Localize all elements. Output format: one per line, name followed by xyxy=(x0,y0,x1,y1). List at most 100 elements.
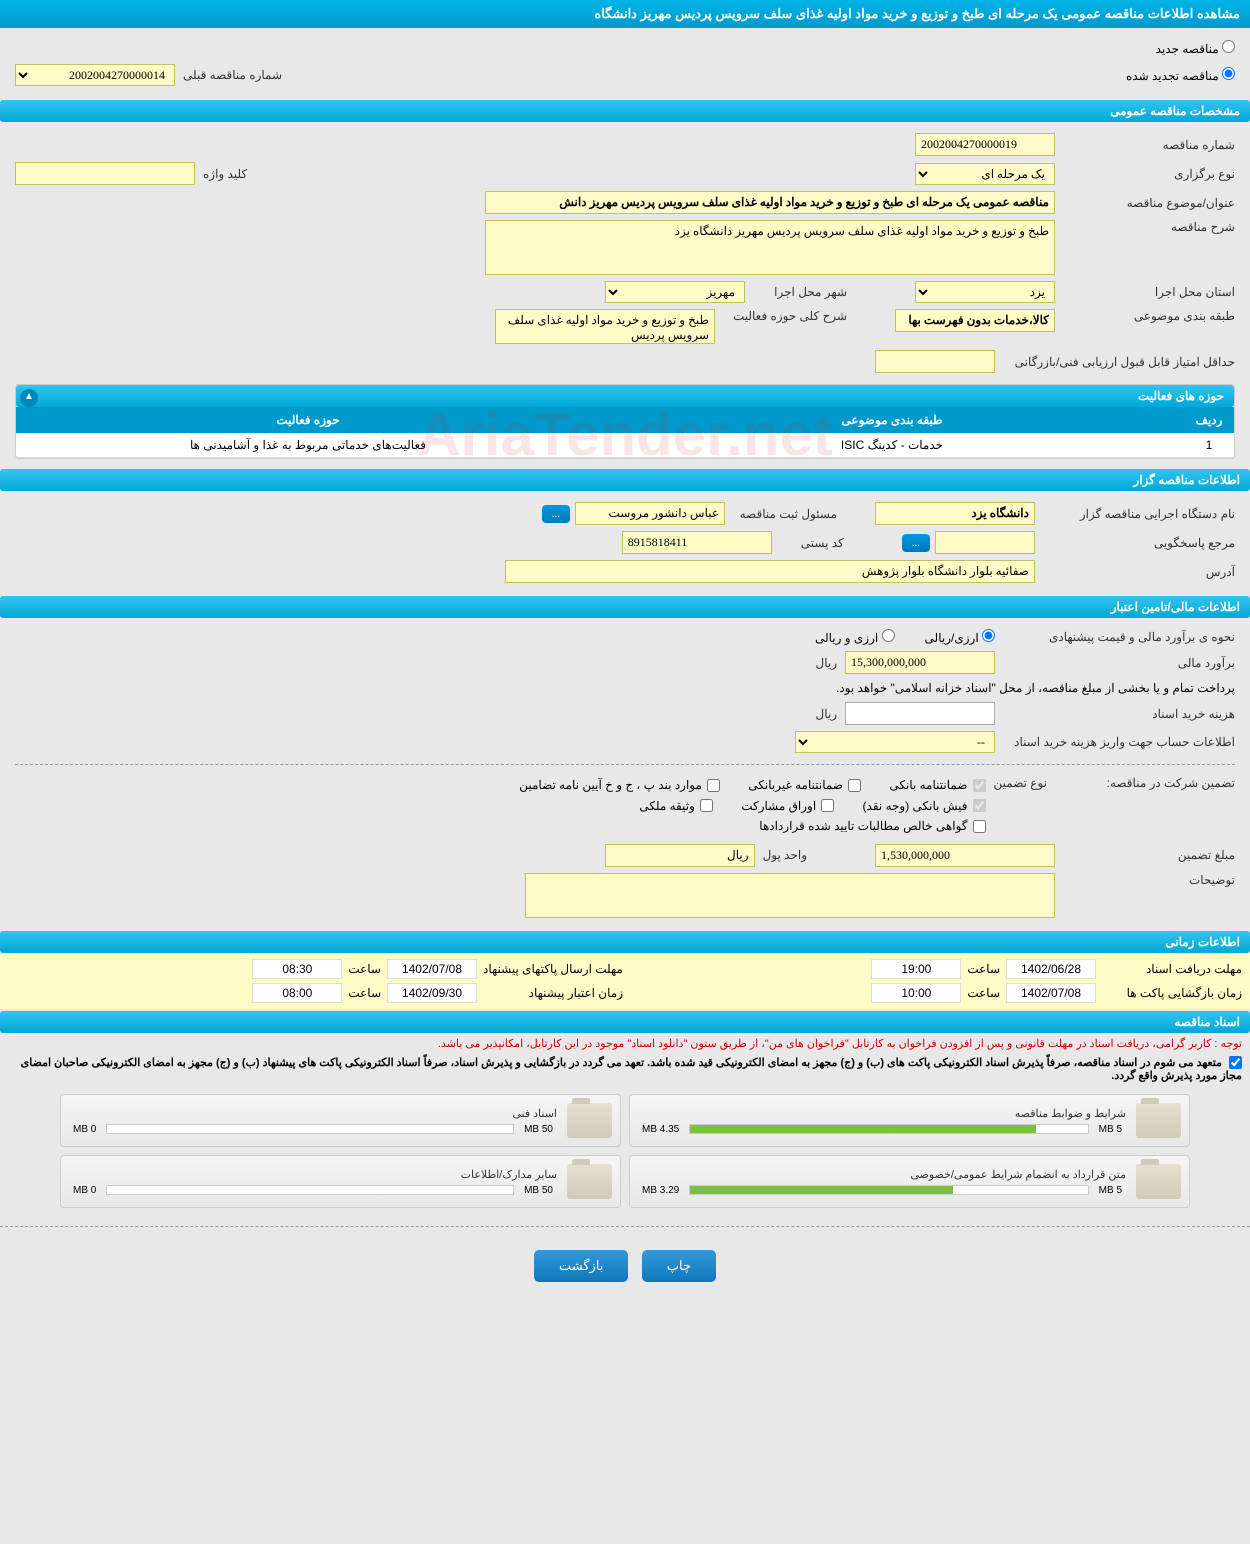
chk-prop[interactable]: وثیقه ملکی xyxy=(639,799,713,813)
doc-title: سایر مدارک/اطلاعات xyxy=(69,1168,557,1181)
table-header: ردیف طبقه بندی موضوعی حوزه فعالیت xyxy=(16,407,1234,433)
postal-input[interactable] xyxy=(622,531,772,554)
category-input[interactable] xyxy=(895,309,1055,332)
doc-card[interactable]: شرایط و ضوابط مناقصه 5 MB 4.35 MB xyxy=(629,1094,1190,1147)
folder-icon xyxy=(567,1103,612,1138)
doc-cost-unit: ریال xyxy=(807,707,845,721)
valid-time-row: زمان اعتبار پیشنهاد 1402/09/30 ساعت 08:0… xyxy=(8,983,623,1003)
section-docs: اسناد مناقصه xyxy=(0,1011,1250,1033)
account-select[interactable]: -- xyxy=(795,731,995,753)
doc-card[interactable]: اسناد فنی 50 MB 0 MB xyxy=(60,1094,621,1147)
min-score-label: حداقل امتیاز قابل قبول ارزیابی فنی/بازرگ… xyxy=(995,355,1235,369)
activity-scope-textarea[interactable] xyxy=(495,309,715,344)
chk-cert[interactable]: گواهی خالص مطالبات تایید شده قراردادها xyxy=(759,819,985,833)
folder-icon xyxy=(1136,1164,1181,1199)
doc-deadline-row: مهلت دریافت اسناد 1402/06/28 ساعت 19:00 xyxy=(627,959,1242,979)
doc-commit: متعهد می شوم در اسناد مناقصه، صرفاً پذیر… xyxy=(0,1054,1250,1085)
subject-label: عنوان/موضوع مناقصه xyxy=(1055,196,1235,210)
responder-more-button[interactable]: ... xyxy=(902,534,930,552)
folder-icon xyxy=(1136,1103,1181,1138)
chk-cash[interactable]: فیش بانکی (وجه نقد) xyxy=(863,799,986,813)
pay-note: پرداخت تمام و یا بخشی از مبلغ مناقصه، از… xyxy=(15,677,1235,699)
folder-icon xyxy=(567,1164,612,1199)
city-label: شهر محل اجرا xyxy=(745,285,855,299)
section-org: اطلاعات مناقصه گزار xyxy=(0,469,1250,491)
radio-forex[interactable]: ارزی و ریالی xyxy=(815,629,895,645)
prev-tender-select[interactable]: 2002004270000014 xyxy=(15,64,175,86)
doc-card[interactable]: سایر مدارک/اطلاعات 50 MB 0 MB xyxy=(60,1155,621,1208)
doc-total: 50 MB xyxy=(520,1185,557,1196)
chk-bond[interactable]: موارد بند پ ، ج و خ آیین نامه تضامین xyxy=(519,778,720,792)
section-time: اطلاعات زمانی xyxy=(0,931,1250,953)
agency-input[interactable] xyxy=(875,502,1035,525)
doc-used: 0 MB xyxy=(69,1185,100,1196)
category-label: طبقه بندی موضوعی xyxy=(1055,309,1235,323)
doc-cost-input[interactable] xyxy=(845,702,995,725)
postal-label: کد پستی xyxy=(772,536,852,550)
notes-textarea[interactable] xyxy=(525,873,1055,918)
prev-tender-label: شماره مناقصه قبلی xyxy=(175,68,290,82)
agency-label: نام دستگاه اجرایی مناقصه گزار xyxy=(1035,507,1235,521)
doc-used: 3.29 MB xyxy=(638,1185,683,1196)
guarantee-label: تضمین شرکت در مناقصه: xyxy=(1055,776,1235,790)
estimate-label: برآورد مالی xyxy=(995,656,1235,670)
account-label: اطلاعات حساب جهت واریز هزینه خرید اسناد xyxy=(995,735,1235,749)
hold-type-label: نوع برگزاری xyxy=(1055,167,1235,181)
doc-total: 5 MB xyxy=(1095,1185,1126,1196)
guarantee-amount-input[interactable] xyxy=(875,844,1055,867)
estimate-unit: ریال xyxy=(807,656,845,670)
doc-cost-label: هزینه خرید اسناد xyxy=(995,707,1235,721)
tender-no-label: شماره مناقصه xyxy=(1055,138,1235,152)
table-row: 1 خدمات - کدینگ ISIC فعالیت‌های خدماتی م… xyxy=(16,433,1234,458)
doc-used: 0 MB xyxy=(69,1124,100,1135)
desc-textarea[interactable] xyxy=(485,220,1055,275)
page-title: مشاهده اطلاعات مناقصه عمومی یک مرحله ای … xyxy=(0,0,1250,28)
chk-stock[interactable]: اوراق مشارکت xyxy=(741,799,834,813)
keyword-input[interactable] xyxy=(15,162,195,185)
guarantee-type-label: نوع تضمین xyxy=(986,776,1055,790)
registrar-input[interactable] xyxy=(575,502,725,525)
chk-nonbank[interactable]: ضمانتنامه غیربانکی xyxy=(748,778,861,792)
open-time-row: زمان بازگشایی پاکت ها 1402/07/08 ساعت 10… xyxy=(627,983,1242,1003)
print-button[interactable]: چاپ xyxy=(642,1250,716,1282)
radio-renewed-tender[interactable]: مناقصه تجدید شده xyxy=(1126,63,1235,87)
address-label: آدرس xyxy=(1035,565,1235,579)
province-label: استان محل اجرا xyxy=(1055,285,1235,299)
back-button[interactable]: بازگشت xyxy=(534,1250,628,1282)
desc-label: شرح مناقصه xyxy=(1055,220,1235,234)
hold-type-select[interactable]: یک مرحله ای xyxy=(915,163,1055,185)
registrar-more-button[interactable]: ... xyxy=(542,505,570,523)
doc-total: 5 MB xyxy=(1095,1124,1126,1135)
doc-card[interactable]: متن قرارداد به انضمام شرایط عمومی/خصوصی … xyxy=(629,1155,1190,1208)
estimate-input[interactable] xyxy=(845,651,995,674)
collapse-icon[interactable]: ▲ xyxy=(20,389,38,407)
address-input[interactable] xyxy=(505,560,1035,583)
env-deadline-row: مهلت ارسال پاکتهای پیشنهاد 1402/07/08 سا… xyxy=(8,959,623,979)
notes-label: توضیحات xyxy=(1055,873,1235,887)
activity-table-title: حوزه های فعالیت ▲ xyxy=(16,385,1234,407)
currency-input[interactable] xyxy=(605,844,755,867)
guarantee-amount-label: مبلغ تضمین xyxy=(1055,848,1235,862)
tender-no-input[interactable] xyxy=(915,133,1055,156)
est-type-label: نحوه ی برآورد مالی و قیمت پیشنهادی xyxy=(995,630,1235,644)
subject-input[interactable] xyxy=(485,191,1055,214)
doc-total: 50 MB xyxy=(520,1124,557,1135)
registrar-label: مسئول ثبت مناقصه xyxy=(725,507,845,521)
province-select[interactable]: یزد xyxy=(915,281,1055,303)
radio-new-tender[interactable]: مناقصه جدید xyxy=(1156,42,1235,56)
commit-checkbox[interactable] xyxy=(1229,1056,1242,1069)
responder-label: مرجع پاسخگویی xyxy=(1035,536,1235,550)
doc-notice: توجه : کاربر گرامی، دریافت اسناد در مهلت… xyxy=(0,1033,1250,1054)
section-general: مشخصات مناقصه عمومی xyxy=(0,100,1250,122)
section-fin: اطلاعات مالی/تامین اعتبار xyxy=(0,596,1250,618)
currency-label: واحد پول xyxy=(755,848,815,862)
activity-scope-label: شرح کلی حوزه فعالیت xyxy=(715,309,855,323)
responder-input[interactable] xyxy=(935,531,1035,554)
city-select[interactable]: مهریز xyxy=(605,281,745,303)
doc-used: 4.35 MB xyxy=(638,1124,683,1135)
keyword-label: کلید واژه xyxy=(195,167,255,181)
min-score-input[interactable] xyxy=(875,350,995,373)
chk-bank[interactable]: ضمانتنامه بانکی xyxy=(889,778,985,792)
radio-rial[interactable]: ارزی/ریالی xyxy=(925,629,995,645)
doc-title: متن قرارداد به انضمام شرایط عمومی/خصوصی xyxy=(638,1168,1126,1181)
